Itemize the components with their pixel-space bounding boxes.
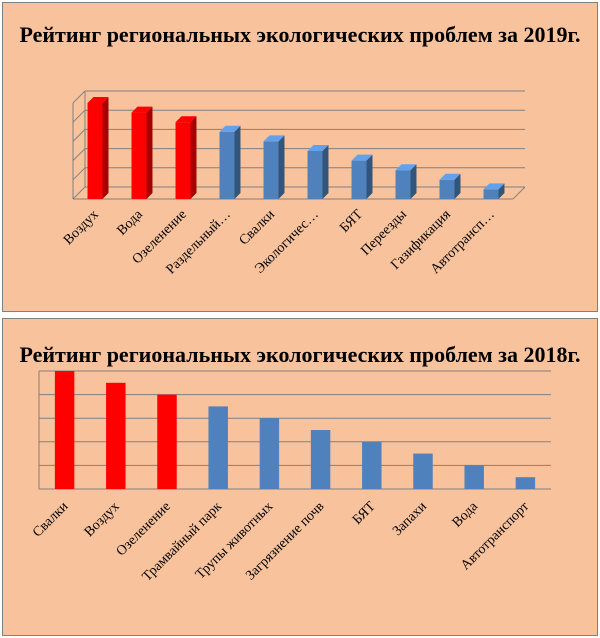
x-tick-label-9: Вода [450, 499, 482, 531]
bar-4 [219, 125, 241, 199]
bar-5 [263, 135, 285, 199]
chart-title-2019: Рейтинг региональных экологических пробл… [19, 22, 581, 47]
chart-title-2018: Рейтинг региональных экологических пробл… [19, 342, 581, 367]
chart-panel-2019: Рейтинг региональных экологических пробл… [2, 2, 598, 312]
bar-2 [131, 106, 153, 199]
x-tick-label-7: БЯТ [337, 207, 366, 236]
bar-1 [87, 97, 109, 199]
x-tick-label-2: Воздух [82, 499, 123, 540]
gridlines [72, 90, 525, 200]
bar-9 [464, 465, 484, 489]
bar-3 [175, 116, 197, 199]
x-tick-label-1: Воздух [61, 207, 102, 248]
bar-2 [106, 382, 126, 489]
bar-7 [362, 441, 382, 489]
chart-panel-2018: Рейтинг региональных экологических пробл… [2, 318, 598, 636]
bar-6 [310, 430, 331, 489]
bar-4 [208, 406, 228, 489]
bar-8 [395, 164, 417, 199]
bar-7 [351, 154, 373, 199]
x-tick-label-7: БЯТ [350, 499, 379, 528]
bar-5 [259, 418, 280, 489]
bar-8 [413, 453, 433, 489]
x-tick-label-1: Свалки [30, 499, 72, 541]
bar-6 [307, 145, 329, 199]
bar-1 [54, 371, 75, 489]
bar-9 [439, 173, 461, 199]
x-tick-label-5: Свалки [237, 207, 279, 249]
x-tick-label-2: Вода [115, 207, 147, 239]
bar-3 [157, 394, 177, 489]
x-tick-label-8: Запахи [390, 499, 430, 539]
bar-10 [483, 183, 505, 199]
bar-10 [515, 477, 536, 489]
